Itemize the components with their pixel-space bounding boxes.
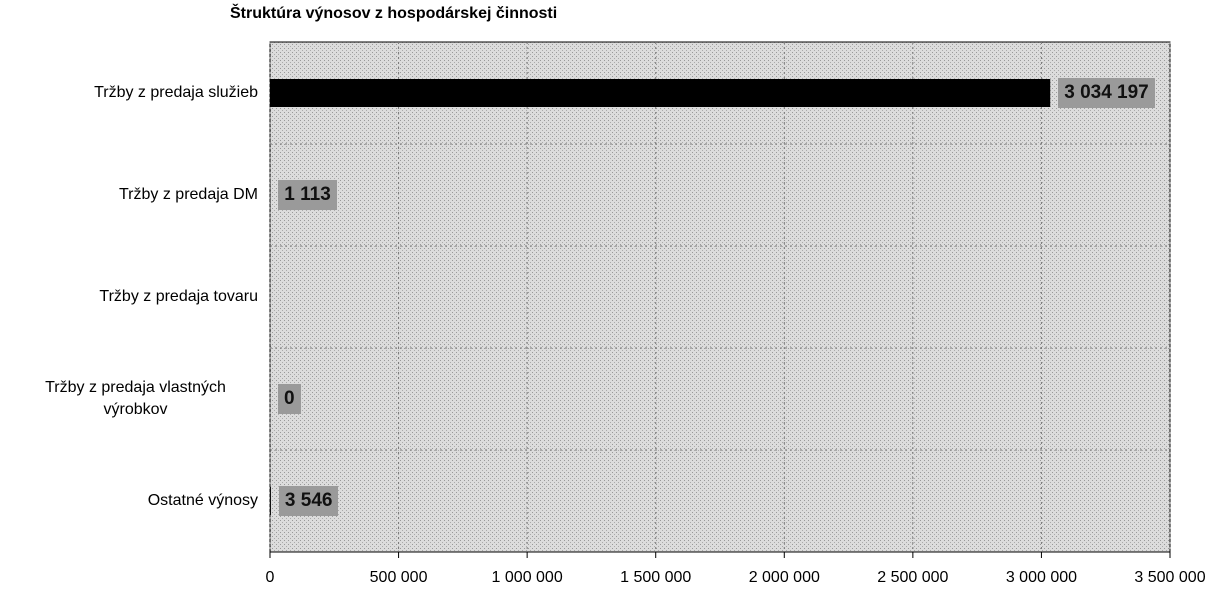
x-tick-label: 1 500 000: [620, 569, 691, 586]
plot-area: [269, 41, 1171, 553]
x-tick-label: 3 500 000: [1134, 569, 1205, 586]
category-text: Ostatné výnosy: [147, 492, 258, 509]
x-tick-label: 0: [266, 569, 275, 586]
y-tick-label: Tržby z predaja DM: [0, 165, 258, 225]
value-label: 1 113: [278, 180, 337, 210]
y-tick-label: Tržby z predaja tovaru: [0, 267, 258, 327]
value-label: 0: [278, 384, 301, 414]
value-label: 3 034 197: [1058, 78, 1155, 108]
y-tick-label: Tržby z predaja služieb: [0, 63, 258, 123]
value-label: 3 546: [278, 486, 339, 516]
chart-title: Štruktúra výnosov z hospodárskej činnost…: [230, 5, 558, 22]
bar: [270, 487, 271, 515]
x-tick-label: 3 000 000: [1006, 569, 1077, 586]
y-tick-label: Tržby z predaja vlastných výrobkov: [0, 369, 258, 429]
x-tick-label: 500 000: [370, 569, 428, 586]
x-tick-label: 2 500 000: [877, 569, 948, 586]
x-tick-label: 2 000 000: [749, 569, 820, 586]
category-text: Tržby z predaja tovaru: [99, 288, 258, 305]
category-text: Tržby z predaja vlastných výrobkov: [45, 379, 226, 418]
bar: [270, 79, 1051, 107]
y-tick-label: Ostatné výnosy: [0, 471, 258, 531]
x-tick-label: 1 000 000: [492, 569, 563, 586]
category-text: Tržby z predaja služieb: [94, 84, 258, 101]
category-text: Tržby z predaja DM: [119, 186, 258, 203]
